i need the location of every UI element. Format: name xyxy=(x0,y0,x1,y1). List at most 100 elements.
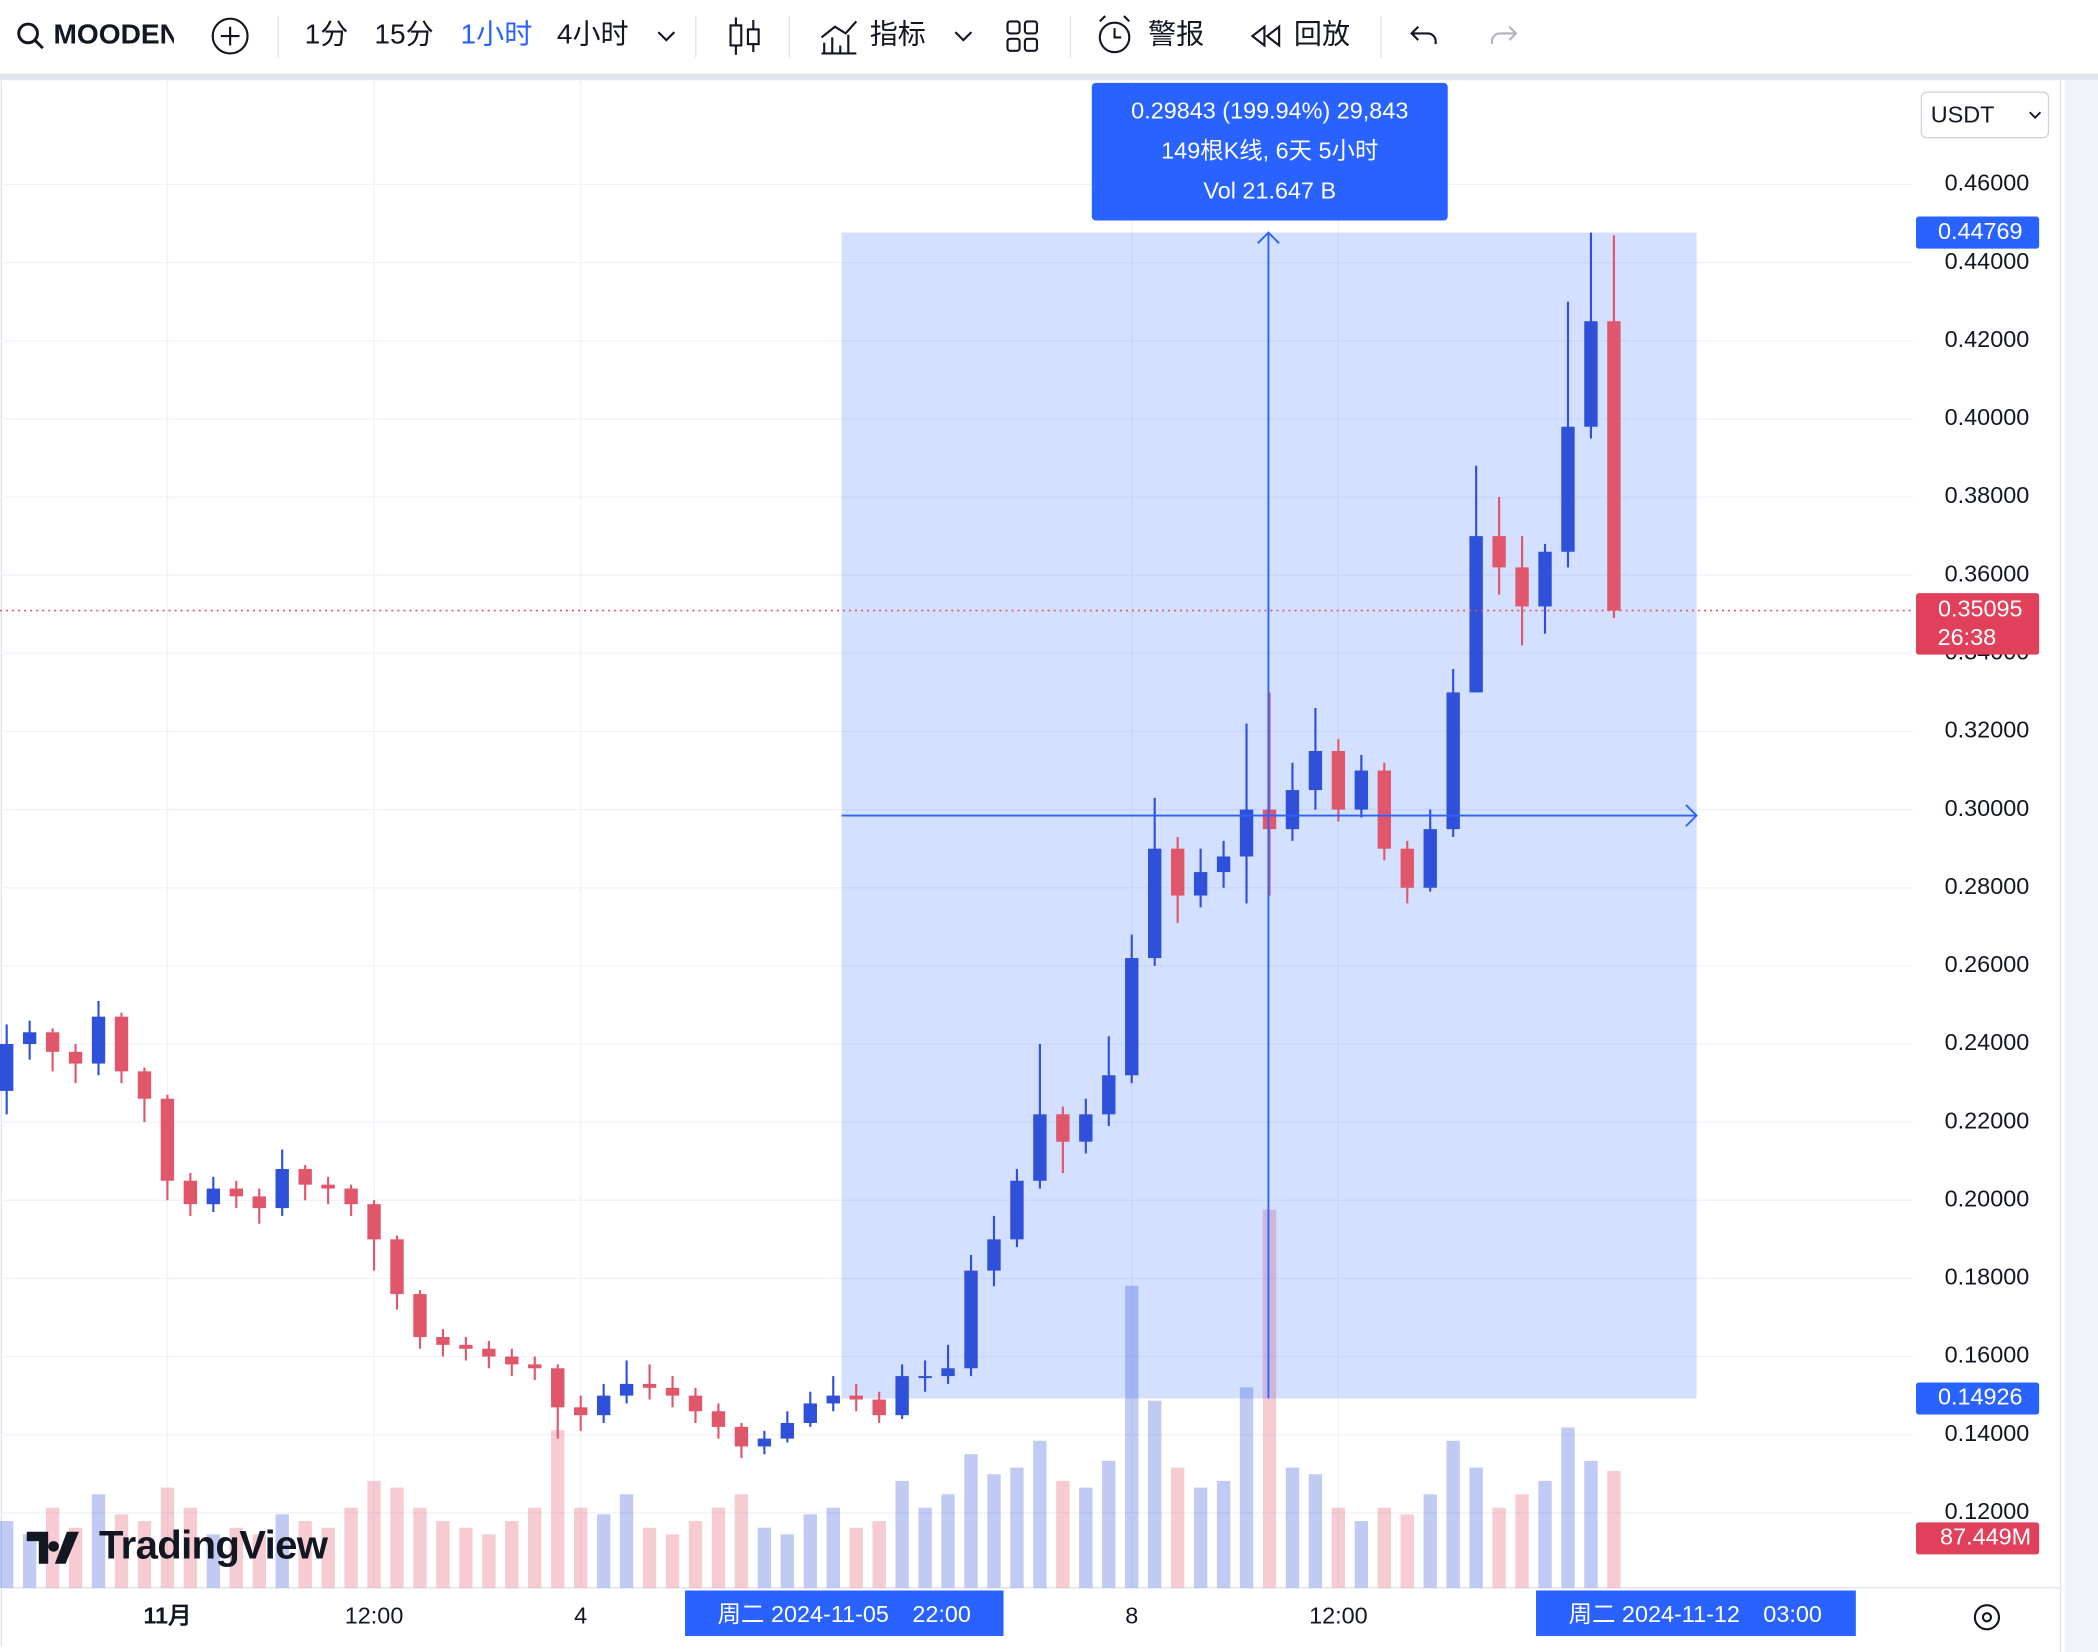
plot xyxy=(0,80,1914,1588)
volume-bar xyxy=(803,1514,817,1588)
candle-body xyxy=(528,1364,542,1369)
y-tick-label: 0.24000 xyxy=(1945,1029,2030,1055)
candle-body xyxy=(1492,536,1506,568)
volume-bar xyxy=(551,1430,565,1588)
countdown: 26:38 xyxy=(1938,624,1997,650)
indicators-label[interactable]: 指标 xyxy=(870,19,926,50)
indicators-button[interactable]: 指标 xyxy=(820,19,973,55)
volume-bar xyxy=(711,1507,726,1588)
candle-body xyxy=(1607,321,1621,611)
volume-bar xyxy=(688,1521,703,1588)
layouts-button[interactable] xyxy=(1006,20,1039,52)
currency-label[interactable]: USDT xyxy=(1931,101,1995,127)
add-symbol[interactable] xyxy=(211,17,249,55)
alert-label[interactable]: 警报 xyxy=(1148,19,1204,50)
interval-button[interactable]: 1分 xyxy=(305,19,349,50)
undo-button[interactable] xyxy=(1410,25,1437,45)
candle-body xyxy=(987,1239,1001,1271)
candle-body xyxy=(459,1344,473,1349)
candle-body xyxy=(91,1016,106,1064)
interval-dropdown[interactable] xyxy=(657,31,676,42)
measure-arrow-right xyxy=(1685,804,1698,827)
measure-tooltip-line: Vol 21.647 B xyxy=(1203,178,1336,204)
measure-tooltip-line: 0.29843 (199.94%) 29,843 xyxy=(1131,97,1408,123)
y-tick-label: 0.42000 xyxy=(1945,326,2030,352)
y-tick-label: 0.32000 xyxy=(1945,717,2030,743)
measure-tooltip xyxy=(1091,82,1448,221)
replay-button[interactable]: 回放 xyxy=(1250,19,1350,50)
measure-start-label: 周二 2024-11-05 22:00 xyxy=(718,1601,971,1627)
candle-body xyxy=(482,1348,496,1357)
volume-label: 87.449M xyxy=(1940,1524,2031,1550)
toolbar-bg xyxy=(0,0,2098,74)
redo-button[interactable] xyxy=(1490,25,1518,45)
y-tick-label: 0.30000 xyxy=(1945,795,2030,821)
candle-body xyxy=(1331,750,1346,810)
symbol-search[interactable]: MOODEN xyxy=(17,19,180,50)
interval-button[interactable]: 15分 xyxy=(374,19,433,50)
candle-body xyxy=(711,1411,726,1427)
brand-logo: TradingView xyxy=(26,1523,329,1567)
y-tick-label: 0.26000 xyxy=(1945,951,2030,977)
volume-bar xyxy=(298,1521,312,1588)
x-tick-label: 8 xyxy=(1125,1602,1138,1628)
volume-bar xyxy=(275,1514,289,1588)
volume-bar xyxy=(1079,1487,1093,1588)
measure-arrow-up xyxy=(1257,231,1280,244)
replay-label[interactable]: 回放 xyxy=(1294,19,1350,50)
volume-bar xyxy=(987,1474,1001,1588)
candle-body xyxy=(1469,536,1483,693)
volume-bar xyxy=(642,1527,657,1588)
volume-bar xyxy=(1446,1440,1460,1588)
settings-button[interactable] xyxy=(1973,1604,2001,1631)
candle-body xyxy=(1262,809,1277,830)
candle-body xyxy=(390,1239,404,1295)
candle-body xyxy=(206,1188,221,1205)
volume-bar xyxy=(1561,1427,1575,1588)
candle-body xyxy=(665,1387,680,1396)
y-tick-label: 0.12000 xyxy=(1945,1498,2030,1524)
candle-body xyxy=(551,1368,565,1408)
interval-button-active[interactable]: 1小时 xyxy=(460,19,532,50)
y-tick-label: 0.18000 xyxy=(1945,1264,2030,1290)
candle-body xyxy=(0,1044,14,1091)
candle-body xyxy=(1446,692,1460,830)
alert-button[interactable]: 警报 xyxy=(1098,15,1204,54)
candle-body xyxy=(596,1395,611,1416)
candle-body xyxy=(757,1438,772,1447)
chart-type-button[interactable] xyxy=(729,17,760,55)
volume-bar xyxy=(826,1507,840,1588)
measure-low-label-bg xyxy=(1916,1382,2040,1415)
y-tick-label: 0.28000 xyxy=(1945,873,2030,899)
candle-body xyxy=(619,1383,634,1396)
volume-bar xyxy=(918,1507,932,1588)
volume-bar xyxy=(344,1507,358,1588)
volume-bar xyxy=(1607,1470,1621,1588)
volume-bar xyxy=(734,1494,749,1588)
settings-icon-center xyxy=(1981,1612,1993,1623)
candle-body xyxy=(1193,872,1208,896)
y-tick-label: 0.38000 xyxy=(1945,482,2030,508)
volume-bar xyxy=(1285,1467,1300,1588)
measure-start-badge xyxy=(685,1590,1004,1636)
currency-select[interactable] xyxy=(1920,91,2050,139)
candle-body xyxy=(1033,1114,1047,1181)
symbol[interactable]: MOODEN xyxy=(54,19,180,50)
candle-body xyxy=(734,1426,749,1447)
candle-body xyxy=(505,1356,519,1365)
volume-bar xyxy=(137,1521,152,1588)
measure-high-label: 0.44769 xyxy=(1938,218,2023,244)
volume-bar xyxy=(1170,1467,1185,1588)
candle-body xyxy=(918,1376,932,1379)
candle-body xyxy=(413,1294,427,1338)
chart-area: 0.29843 (199.94%) 29,843 149根K线, 6天 5小时 Vo… xyxy=(0,80,2098,1652)
interval-button[interactable]: 4小时 xyxy=(557,19,629,50)
candle-body xyxy=(1239,809,1254,857)
candle-body xyxy=(229,1188,243,1197)
volume-bar xyxy=(1377,1507,1391,1588)
volume-bar xyxy=(1469,1467,1483,1588)
candle-body xyxy=(1010,1180,1024,1240)
right-sidebar xyxy=(2064,80,2098,1652)
candle-body xyxy=(780,1422,795,1439)
candle-body xyxy=(1056,1114,1070,1142)
